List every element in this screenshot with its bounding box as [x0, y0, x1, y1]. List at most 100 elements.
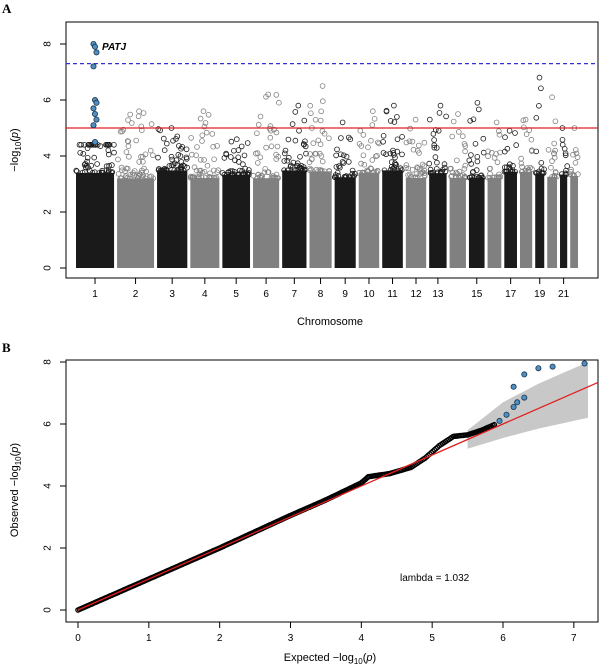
chr-14-point: [461, 141, 468, 147]
chr-16-density: [487, 177, 502, 268]
chr-11-point: [387, 167, 394, 173]
qq-highlight-point: [510, 383, 517, 390]
qq-highlight-point: [503, 411, 510, 418]
qq-point: [491, 421, 498, 428]
highlight-point: [92, 138, 99, 145]
chr-14-point: [460, 172, 466, 178]
chr-21-point: [559, 141, 566, 148]
chr-13-point: [431, 144, 438, 151]
chr-9-point: [345, 134, 352, 141]
x-tick-label: 12: [410, 289, 422, 300]
chr-15-point: [470, 116, 477, 123]
qq-highlight-point: [581, 360, 588, 367]
chr-19-point: [533, 148, 539, 155]
chr-21-density: [560, 174, 568, 268]
chr-7-point: [295, 166, 302, 172]
chr-3-point: [164, 140, 170, 147]
chr-1-density: [76, 172, 115, 268]
chr-13-point: [433, 166, 440, 172]
chr-2-point: [147, 147, 154, 154]
chr-2-point: [125, 143, 132, 149]
chr-2-point: [133, 137, 140, 144]
chr-10-point: [358, 160, 364, 167]
chr-12-point: [407, 175, 414, 181]
chr-5-point: [237, 167, 243, 174]
chr-3-point: [173, 157, 180, 163]
chr-1-point: [105, 170, 111, 176]
chr-9-point: [343, 153, 350, 160]
chr-2-point: [124, 175, 130, 182]
chr-2-density: [117, 178, 155, 268]
chr-7-point: [298, 163, 305, 169]
chr-5-point: [228, 138, 235, 145]
chr-3-point: [161, 147, 168, 154]
chr-19-point: [538, 85, 544, 92]
chr-3-point: [183, 146, 190, 153]
chr-1-point: [78, 142, 84, 148]
chr-5-point: [235, 147, 242, 153]
chr-4-point: [213, 175, 220, 181]
chr-11-top-point: [391, 102, 397, 109]
chr-9-point: [352, 171, 359, 177]
chr-1-point: [106, 151, 112, 158]
chr-2-point: [138, 123, 145, 130]
chr-14-point: [447, 166, 453, 172]
chr-9-point: [339, 159, 346, 165]
chr-11-point: [380, 133, 387, 139]
chr-14-top-point: [455, 111, 461, 117]
chr-7-point: [292, 137, 299, 144]
chr-22-point: [570, 151, 576, 158]
chr-3-point: [155, 167, 162, 174]
chr-19-point: [538, 165, 545, 172]
y-tick-label: 8: [43, 359, 54, 365]
chr-2-point: [115, 171, 122, 177]
chr-4-top-point: [200, 108, 207, 114]
x-tick-label: 2: [217, 633, 223, 644]
chr-8-point: [319, 128, 326, 134]
chr-21-point: [564, 163, 570, 169]
chr-20-point: [545, 147, 552, 153]
chr-17-point: [512, 130, 518, 136]
x-tick-label: 7: [292, 289, 298, 300]
x-tick-label: 3: [288, 633, 294, 644]
chr-7-point: [281, 158, 288, 164]
x-tick-label: 1: [92, 289, 98, 300]
x-tick-label: 5: [429, 633, 435, 644]
chr-18-top-point: [522, 116, 529, 123]
chr-2-point: [150, 152, 156, 159]
chr-6-point: [267, 134, 274, 141]
chr-8-point: [319, 158, 326, 165]
chr-14-point: [454, 171, 461, 177]
highlight-point: [92, 111, 99, 118]
chr-10-point: [374, 153, 380, 159]
chr-15-point: [479, 174, 486, 181]
chr-19-top-point: [536, 74, 543, 81]
chr-10-point: [371, 168, 377, 175]
chr-4-point: [196, 168, 203, 174]
chr-12-point: [406, 138, 413, 145]
qq-y-label: Observed −log10(p): [9, 443, 23, 537]
chr-10-point: [356, 170, 362, 176]
chr-8-point: [319, 98, 326, 104]
chr-15-point: [467, 118, 474, 124]
chr-4-point: [203, 175, 209, 181]
x-tick-label: 0: [75, 633, 81, 644]
chr-2-point: [129, 171, 136, 178]
chr-7-point: [297, 154, 303, 160]
chr-2-point: [120, 126, 127, 133]
chr-13-point: [435, 128, 442, 134]
chr-4-point: [193, 152, 199, 159]
chr-20-point: [548, 164, 554, 171]
chr-1-point: [79, 169, 86, 176]
chr-13-point: [434, 169, 441, 176]
chr-4-point: [201, 123, 208, 130]
chr-1-point: [84, 155, 91, 161]
chr-13-point: [430, 131, 437, 137]
chr-9-point: [340, 160, 347, 166]
chr-11-density: [382, 170, 403, 268]
chr-4-point: [191, 164, 198, 171]
chr-5-point: [240, 161, 246, 168]
chr-16-point: [485, 153, 491, 160]
qq-highlight-points: [496, 360, 588, 424]
chr-15-point: [473, 167, 480, 173]
